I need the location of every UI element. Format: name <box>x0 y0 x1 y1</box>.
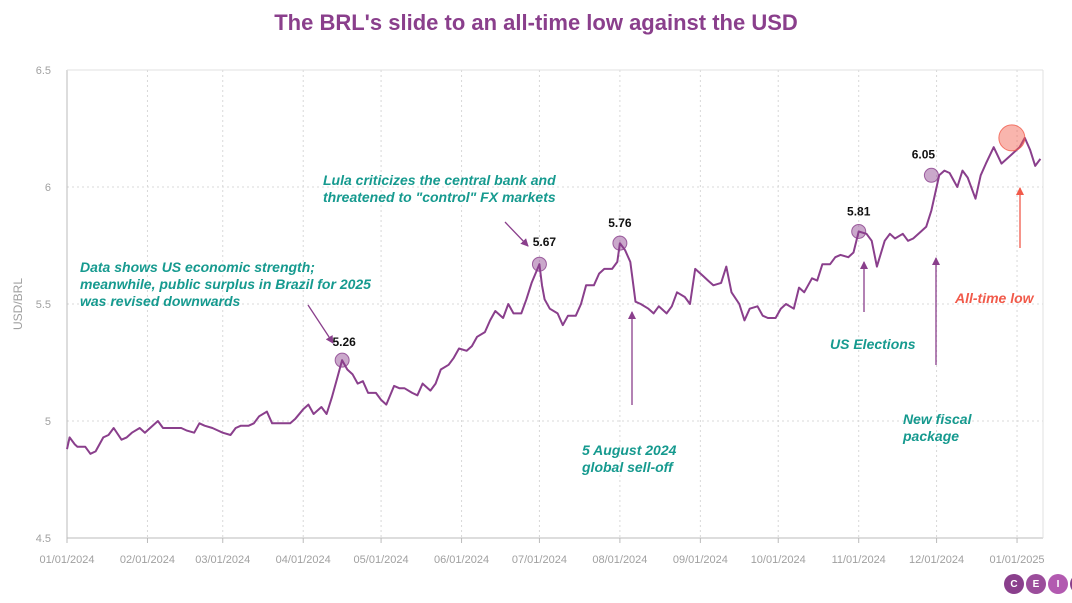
y-tick-label: 5 <box>45 416 51 428</box>
annotation-arrow <box>307 304 334 344</box>
x-tick-label: 02/01/2024 <box>120 554 175 566</box>
annotation-us-data: Data shows US economic strength; meanwhil… <box>80 259 371 309</box>
x-tick-label: 04/01/2024 <box>276 554 331 566</box>
all-time-low-marker <box>998 124 1026 152</box>
x-tick-label: 12/01/2024 <box>909 554 964 566</box>
value-label: 6.05 <box>912 147 936 161</box>
highlight-point <box>531 256 547 272</box>
x-tick-label: 11/01/2024 <box>832 554 886 566</box>
highlight-point <box>851 223 867 239</box>
ceic-logo: C E I C <box>1004 574 1072 594</box>
y-tick-label: 5.5 <box>36 299 51 311</box>
logo-letter: C <box>1070 574 1072 594</box>
series <box>66 136 1042 455</box>
chart-title: The BRL's slide to an all-time low again… <box>274 10 798 35</box>
x-tick-label: 03/01/2024 <box>195 554 250 566</box>
x-tick-label: 01/01/2024 <box>39 554 94 566</box>
annotation-line: US Elections <box>830 336 916 352</box>
y-tick-label: 6.5 <box>36 65 51 77</box>
x-tick-label: 05/01/2024 <box>354 554 409 566</box>
annotation-arrow <box>504 221 529 247</box>
y-tick-label: 4.5 <box>36 533 51 545</box>
annotation-line: threatened to "control" FX markets <box>323 189 556 205</box>
annotation-line: was revised downwards <box>80 293 240 309</box>
y-tick-label: 6 <box>45 182 51 194</box>
value-label: 5.26 <box>332 335 356 349</box>
annotation-line: Lula criticizes the central bank and <box>323 172 556 188</box>
annotation-line: package <box>902 428 959 444</box>
y-axis-label: USD/BRL <box>11 278 25 330</box>
annotation-line: meanwhile, public surplus in Brazil for … <box>80 276 371 292</box>
usd-brl-line <box>66 136 1042 455</box>
logo-letter: C <box>1004 574 1024 594</box>
annotation-line: New fiscal <box>903 411 973 427</box>
annotation-labels: 5.26 5.67 5.76 5.81 6.05 Data shows US econom… <box>80 147 1035 475</box>
x-tick-label: 09/01/2024 <box>673 554 728 566</box>
x-tick-label: 01/01/2025 <box>990 554 1045 566</box>
logo-letter: I <box>1048 574 1068 594</box>
highlight-points <box>334 124 1026 368</box>
annotation-line: All-time low <box>954 290 1035 306</box>
value-label: 5.67 <box>533 235 557 249</box>
logo-letter: E <box>1026 574 1046 594</box>
annotation-aug-selloff: 5 August 2024 global sell-off <box>581 442 677 475</box>
annotation-line: global sell-off <box>581 459 674 475</box>
value-label: 5.76 <box>608 216 632 230</box>
annotation-lula: Lula criticizes the central bank and thre… <box>323 172 556 205</box>
annotation-line: Data shows US economic strength; <box>80 259 315 275</box>
x-tick-label: 08/01/2024 <box>592 554 647 566</box>
annotation-line: 5 August 2024 <box>582 442 677 458</box>
x-tick-label: 10/01/2024 <box>751 554 806 566</box>
highlight-point <box>334 352 350 368</box>
annotation-fiscal: New fiscal package <box>902 411 973 444</box>
highlight-point <box>923 167 939 183</box>
value-label: 5.81 <box>847 204 871 218</box>
x-tick-label: 06/01/2024 <box>434 554 489 566</box>
annotation-arrows <box>307 187 1024 405</box>
x-tick-label: 07/01/2024 <box>512 554 567 566</box>
annotation-ath: All-time low <box>954 290 1035 306</box>
annotation-us-elections: US Elections <box>830 336 916 352</box>
highlight-point <box>612 235 628 251</box>
axes: 4.5 5 5.5 6 6.5 01/01/2024 02/01/2024 03/01/202… <box>11 65 1045 566</box>
